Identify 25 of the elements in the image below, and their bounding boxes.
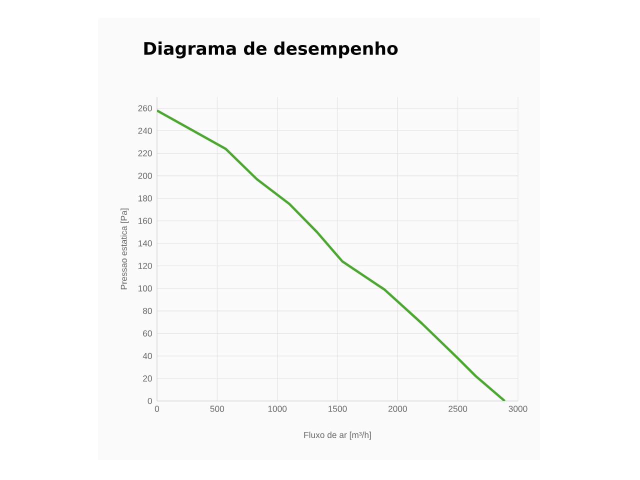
line-series bbox=[157, 109, 506, 402]
y-tick-label: 160 bbox=[138, 218, 152, 224]
y-tick-label: 100 bbox=[138, 285, 152, 292]
x-tick-label: 3000 bbox=[508, 406, 528, 412]
x-tick-label: 1500 bbox=[328, 406, 347, 412]
y-tick-label: 60 bbox=[143, 330, 152, 337]
y-tick-label: 260 bbox=[138, 105, 152, 112]
y-tick-label: 0 bbox=[148, 398, 152, 404]
y-axis-title: Pressao estatica [Pa] bbox=[120, 208, 129, 290]
x-tick-label: 0 bbox=[154, 406, 160, 412]
x-axis-title: Fluxo de ar [m³/h] bbox=[304, 432, 371, 440]
x-tick-label: 2500 bbox=[448, 406, 468, 412]
y-tick-label: 120 bbox=[138, 262, 152, 269]
y-tick-label: 40 bbox=[142, 352, 152, 360]
y-tick-label: 220 bbox=[138, 150, 152, 156]
y-tick-label: 180 bbox=[138, 195, 152, 202]
x-tick-label: 1000 bbox=[268, 406, 287, 412]
y-tick-label: 240 bbox=[138, 128, 152, 134]
x-tick-label: 2000 bbox=[388, 406, 407, 412]
y-tick-label: 20 bbox=[143, 375, 152, 382]
y-tick-label: 80 bbox=[143, 308, 152, 314]
x-tick-label: 500 bbox=[210, 406, 224, 412]
y-tick-label: 140 bbox=[138, 240, 152, 246]
chart-title: Diagrama de desempenho bbox=[144, 42, 398, 58]
y-tick-label: 200 bbox=[138, 172, 152, 179]
